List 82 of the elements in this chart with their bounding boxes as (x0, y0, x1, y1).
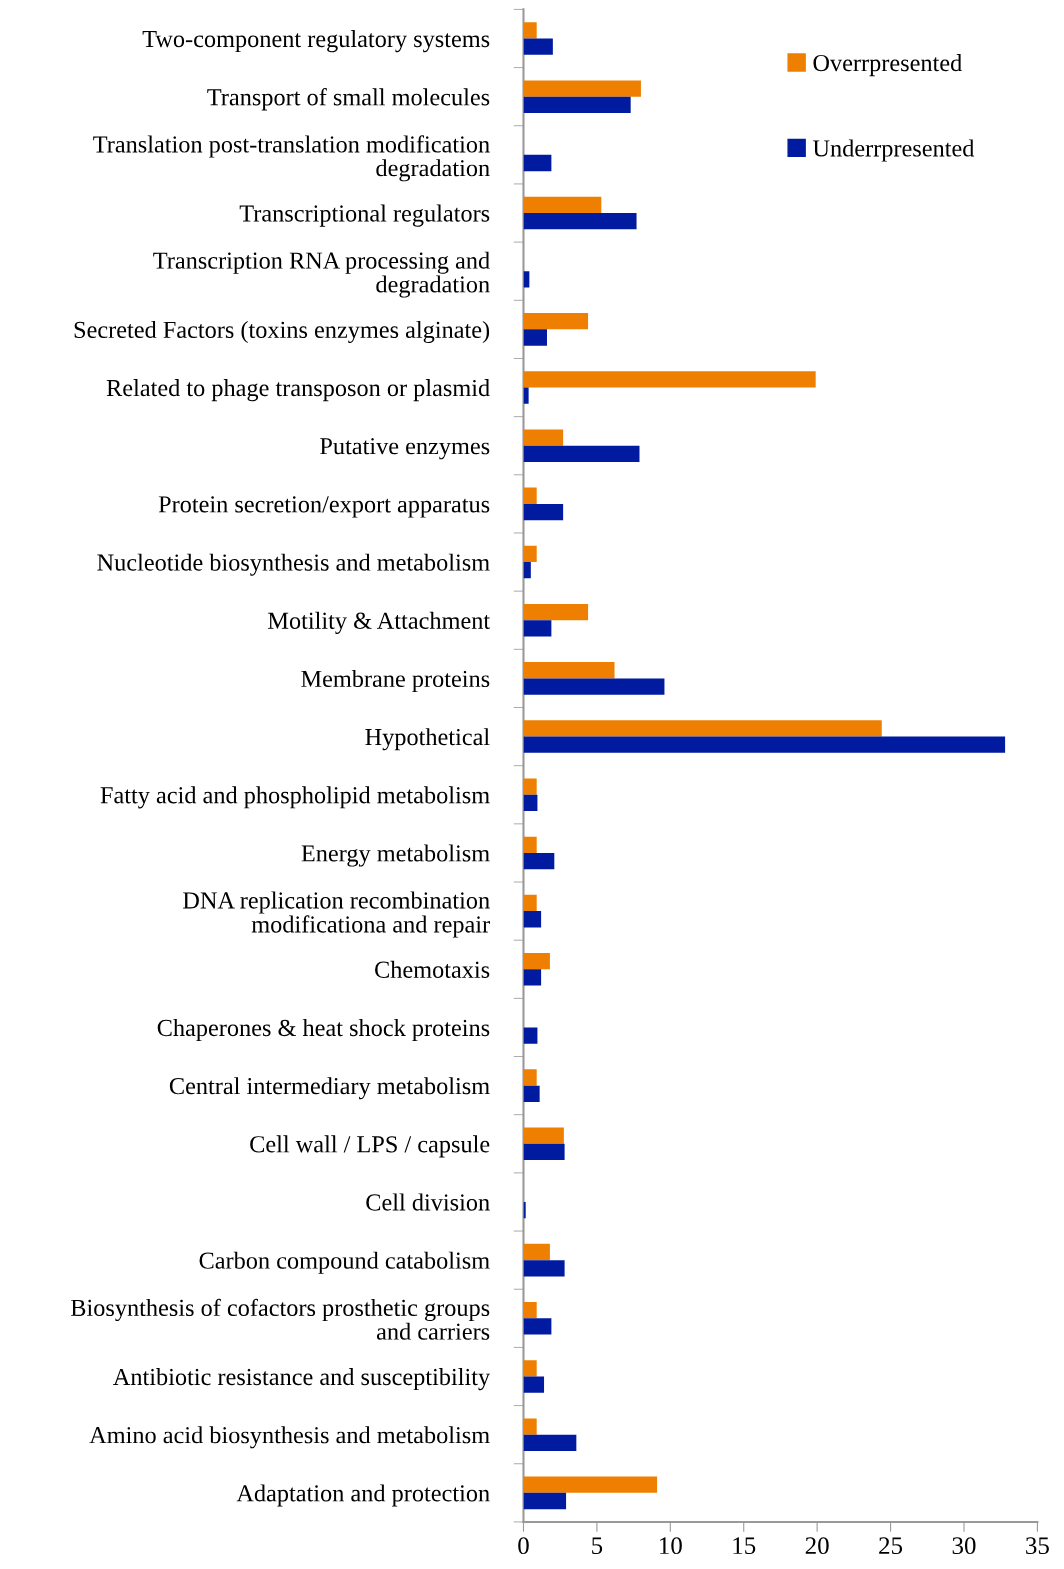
bar (523, 545, 537, 563)
bar (523, 678, 665, 695)
bar (523, 1243, 550, 1261)
bar (523, 371, 816, 388)
bar (523, 503, 564, 521)
bar (523, 969, 542, 986)
x-tick-label: 30 (952, 1537, 976, 1555)
bar (523, 387, 529, 404)
bar (523, 213, 637, 230)
x-tick-label: 35 (1026, 1537, 1049, 1555)
bar (523, 80, 641, 97)
y-tick-label: Energy metabolism (301, 844, 490, 867)
y-tick-label: Secreted Factors (toxins enzymes alginate) (74, 320, 490, 344)
bar (523, 1318, 552, 1335)
x-tick-label: 0 (518, 1537, 529, 1555)
bar (523, 894, 537, 912)
x-tick-label: 10 (660, 1537, 682, 1555)
bar (523, 154, 552, 172)
y-tick-label: Cell division (366, 1193, 490, 1211)
bar (523, 794, 538, 812)
bar (523, 96, 631, 113)
bar (523, 22, 537, 39)
bar (523, 852, 555, 870)
bar (523, 445, 640, 463)
bar (523, 736, 1006, 753)
bar (523, 1360, 537, 1377)
bar (523, 1085, 540, 1102)
x-tick-label: 5 (592, 1537, 603, 1555)
x-tick-label: 15 (733, 1537, 756, 1555)
y-tick-label: Motility & Attachment (268, 611, 491, 634)
y-tick-label: Carbon compound catabolism (199, 1251, 490, 1274)
bar (523, 1476, 658, 1493)
y-tick-label: Putative enzymes (320, 438, 490, 460)
x-tick-label: 20 (805, 1537, 829, 1555)
bar (523, 1127, 564, 1144)
x-tick-label: 25 (879, 1537, 903, 1555)
bar (523, 778, 537, 795)
bar (523, 196, 602, 214)
bar (523, 562, 531, 579)
y-tick-label: Cell wall / LPS / capsule (250, 1135, 490, 1158)
bar (523, 313, 589, 330)
legend-label: Overrpresented (813, 54, 962, 77)
bar (523, 662, 615, 679)
bar (523, 1376, 545, 1393)
bar (523, 487, 537, 504)
y-tick-label: Adaptation and protection (236, 1484, 490, 1507)
y-tick-label: Fatty acid and phospholipid metabolism (100, 786, 490, 809)
bar (523, 603, 589, 621)
y-tick-label: DNA replication recombination modificationa and repair (183, 891, 490, 938)
bar (523, 1069, 537, 1086)
bar (523, 836, 537, 853)
bar (523, 1027, 538, 1044)
y-tick-label: Central intermediary metabolism (169, 1077, 490, 1100)
y-tick-label: Antibiotic resistance and susceptibility (113, 1368, 491, 1391)
bar (523, 911, 542, 928)
bar (523, 620, 552, 637)
bar (523, 720, 882, 737)
y-tick-label: Chemotaxis (375, 960, 490, 978)
y-tick-label: Nucleotide biosynthesis and metabolism (97, 553, 490, 576)
bar (523, 1492, 567, 1510)
y-tick-label: Translation post-translation modification degradation (93, 135, 490, 182)
legend-label: Underrpresented (812, 139, 975, 162)
bar (523, 38, 553, 55)
bar (523, 1260, 565, 1277)
bar (523, 952, 550, 970)
y-tick-label: Transcriptional regulators (239, 204, 490, 227)
bar (523, 1143, 565, 1161)
y-tick-label: Protein secretion/export apparatus (158, 496, 490, 518)
bar (523, 1434, 577, 1451)
y-tick-label: Two-component regulatory systems (142, 30, 490, 53)
y-tick-label: Transcription RNA processing and degradation (153, 251, 490, 298)
y-tick-label: Membrane proteins (301, 669, 490, 693)
y-tick-label: Transport of small molecules (207, 88, 490, 111)
y-tick-label: Hypothetical (365, 728, 490, 751)
y-tick-label: Biosynthesis of cofactors prosthetic groups and carriers (70, 1298, 490, 1340)
bar (523, 429, 564, 446)
bar (523, 1418, 537, 1435)
y-tick-label: Amino acid biosynthesis and metabolism (89, 1426, 490, 1449)
y-tick-label: Related to phage transposon or plasmid (106, 379, 490, 402)
bar (523, 1302, 537, 1319)
bar (523, 329, 547, 346)
y-tick-label: Chaperones & heat shock proteins (157, 1019, 490, 1042)
